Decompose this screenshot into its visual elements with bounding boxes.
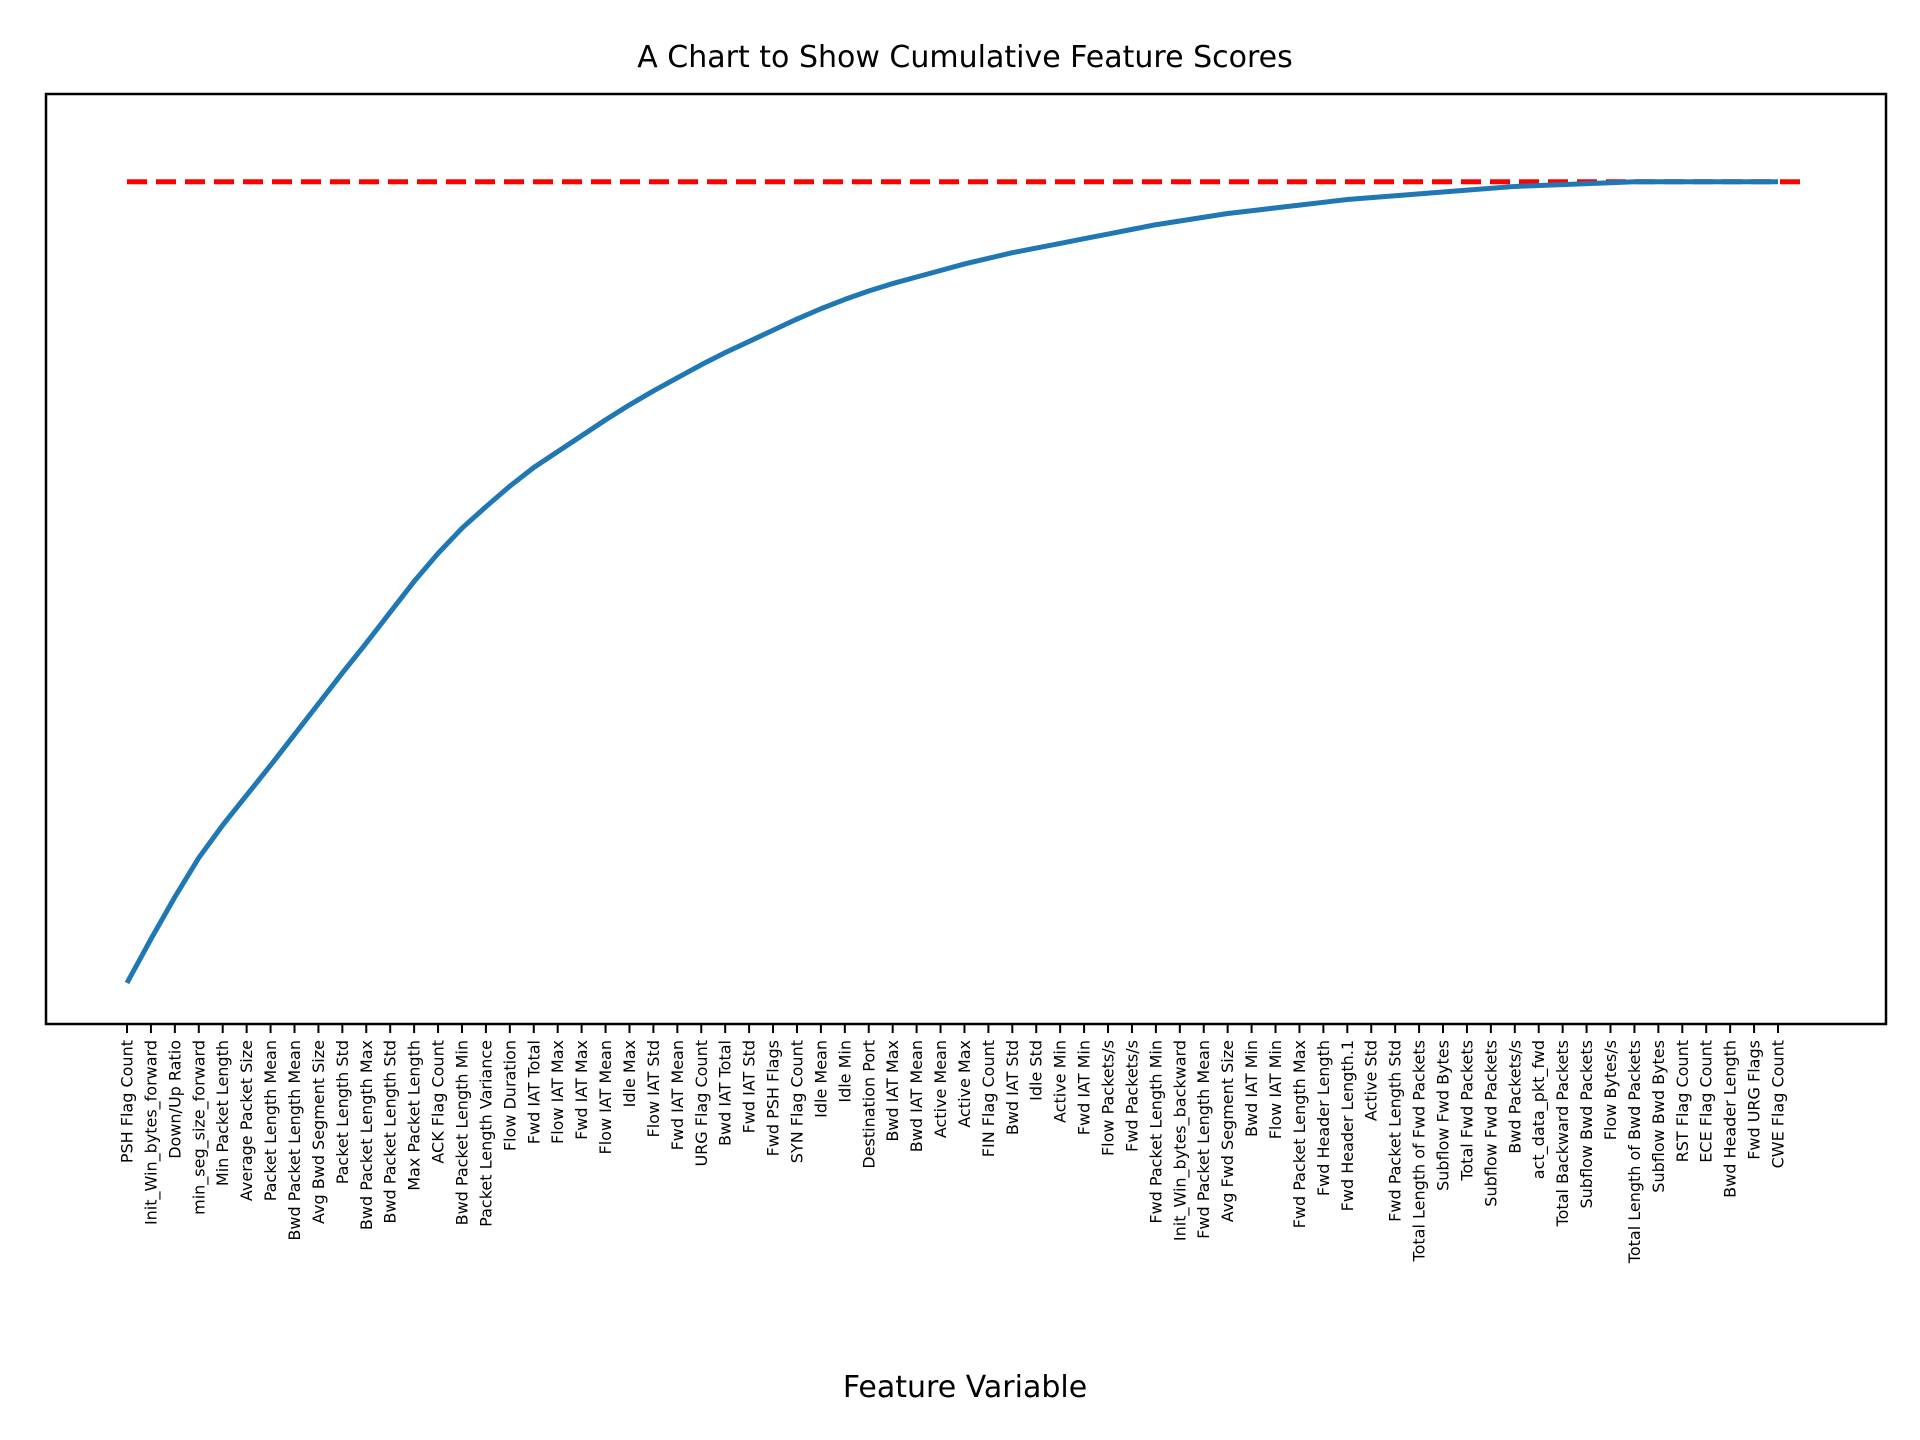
x-tick-label: Subflow Fwd Bytes <box>1434 1040 1453 1191</box>
x-tick-label: Bwd IAT Max <box>883 1040 902 1142</box>
x-tick-label: Flow IAT Min <box>1266 1040 1285 1139</box>
x-tick-label: Bwd Packet Length Std <box>381 1040 400 1224</box>
x-tick-label: Bwd Packet Length Mean <box>285 1040 304 1241</box>
x-tick-label: URG Flag Count <box>692 1040 711 1167</box>
x-tick-label: Fwd IAT Total <box>524 1040 543 1144</box>
x-tick-label: Fwd IAT Mean <box>668 1040 687 1150</box>
x-tick-label: Init_Win_bytes_backward <box>1170 1040 1190 1241</box>
x-tick-label: RST Flag Count <box>1673 1040 1692 1162</box>
x-tick-label: Total Backward Packets <box>1553 1040 1572 1227</box>
x-tick-label: PSH Flag Count <box>118 1040 137 1163</box>
x-tick-label: Total Fwd Packets <box>1457 1040 1476 1182</box>
x-tick-label: Fwd Packet Length Mean <box>1194 1040 1213 1239</box>
x-tick-label: Idle Std <box>1027 1040 1046 1101</box>
x-tick-label: Active Max <box>955 1040 974 1128</box>
x-tick-label: Flow IAT Std <box>644 1040 663 1137</box>
x-tick-label: Fwd IAT Std <box>740 1040 759 1133</box>
x-tick-label: Bwd Header Length <box>1721 1040 1740 1198</box>
x-tick-label: Total Length of Bwd Packets <box>1625 1040 1644 1264</box>
x-tick-label: Max Packet Length <box>405 1040 424 1191</box>
x-tick-label: Flow Duration <box>500 1040 519 1151</box>
x-tick-label: Active Min <box>1051 1040 1070 1123</box>
x-tick-label: SYN Flag Count <box>787 1040 806 1163</box>
x-tick-label: Avg Fwd Segment Size <box>1218 1040 1237 1222</box>
x-tick-label: Idle Mean <box>811 1040 830 1118</box>
plot-frame <box>44 92 1888 1026</box>
x-tick-label: Total Length of Fwd Packets <box>1410 1040 1429 1262</box>
x-tick-label: Active Mean <box>931 1040 950 1138</box>
x-tick-label: Flow IAT Mean <box>596 1040 615 1154</box>
x-tick-label: Flow Bytes/s <box>1601 1040 1620 1140</box>
x-tick-label: Flow IAT Max <box>548 1040 567 1144</box>
x-tick-label: Fwd URG Flags <box>1745 1040 1764 1160</box>
x-tick-label: Min Packet Length <box>213 1040 232 1186</box>
x-tick-label: Subflow Bwd Packets <box>1577 1040 1596 1208</box>
x-tick-label: CWE Flag Count <box>1769 1040 1788 1168</box>
x-tick-label: FIN Flag Count <box>979 1040 998 1157</box>
x-axis-label: Feature Variable <box>843 1370 1087 1405</box>
x-tick-label: Flow Packets/s <box>1099 1040 1118 1156</box>
x-tick-label: Packet Length Mean <box>261 1040 280 1201</box>
x-tick-label: Bwd Packets/s <box>1505 1040 1524 1154</box>
x-tick-label: Bwd Packet Length Max <box>357 1040 376 1230</box>
x-tick-label: Fwd Packet Length Min <box>1146 1040 1165 1224</box>
x-tick-label: Idle Max <box>620 1040 639 1107</box>
x-tick-label: Fwd Packet Length Max <box>1290 1040 1309 1228</box>
x-tick-label: Fwd Header Length.1 <box>1338 1040 1357 1211</box>
x-tick-label: Subflow Bwd Bytes <box>1649 1040 1668 1193</box>
x-tick-label: Bwd IAT Min <box>1242 1040 1261 1137</box>
x-tick-label: Bwd IAT Std <box>1003 1040 1022 1135</box>
x-tick-label: act_data_pkt_fwd <box>1529 1040 1549 1179</box>
x-tick-label: Subflow Fwd Packets <box>1481 1040 1500 1207</box>
x-tick-label: Bwd Packet Length Min <box>452 1040 471 1225</box>
x-tick-label: Fwd Packet Length Std <box>1386 1040 1405 1222</box>
x-tick-label: Fwd IAT Min <box>1075 1040 1094 1135</box>
plot-layer <box>124 179 1803 985</box>
x-tick-label: Init_Win_bytes_forward <box>141 1040 161 1225</box>
x-tick-label: Fwd Packets/s <box>1122 1040 1141 1152</box>
x-tick-label: Packet Length Variance <box>476 1040 495 1227</box>
cumulative-score-series-line <box>124 179 1778 985</box>
x-tick-label: Fwd Header Length <box>1314 1040 1333 1196</box>
x-tick-label: Active Std <box>1362 1040 1381 1121</box>
x-tick-label: Down/Up Ratio <box>165 1040 184 1159</box>
chart-title: A Chart to Show Cumulative Feature Score… <box>637 40 1293 75</box>
x-tick-label: Bwd IAT Total <box>716 1040 735 1146</box>
x-axis-ticks: PSH Flag Count Init_Win_bytes_forward Down… <box>118 1024 1788 1264</box>
x-tick-label: Fwd PSH Flags <box>764 1040 783 1156</box>
x-tick-label: Destination Port <box>859 1040 878 1169</box>
x-tick-label: ECE Flag Count <box>1697 1040 1716 1163</box>
x-tick-label: Idle Min <box>835 1040 854 1103</box>
x-tick-label: Bwd IAT Mean <box>907 1040 926 1152</box>
x-tick-label: min_seg_size_forward <box>189 1040 209 1215</box>
x-tick-label: Avg Bwd Segment Size <box>309 1040 328 1224</box>
x-tick-label: Average Packet Size <box>237 1040 256 1201</box>
x-tick-label: Packet Length Std <box>333 1040 352 1184</box>
x-tick-label: Fwd IAT Max <box>572 1040 591 1140</box>
x-tick-label: ACK Flag Count <box>429 1040 448 1164</box>
